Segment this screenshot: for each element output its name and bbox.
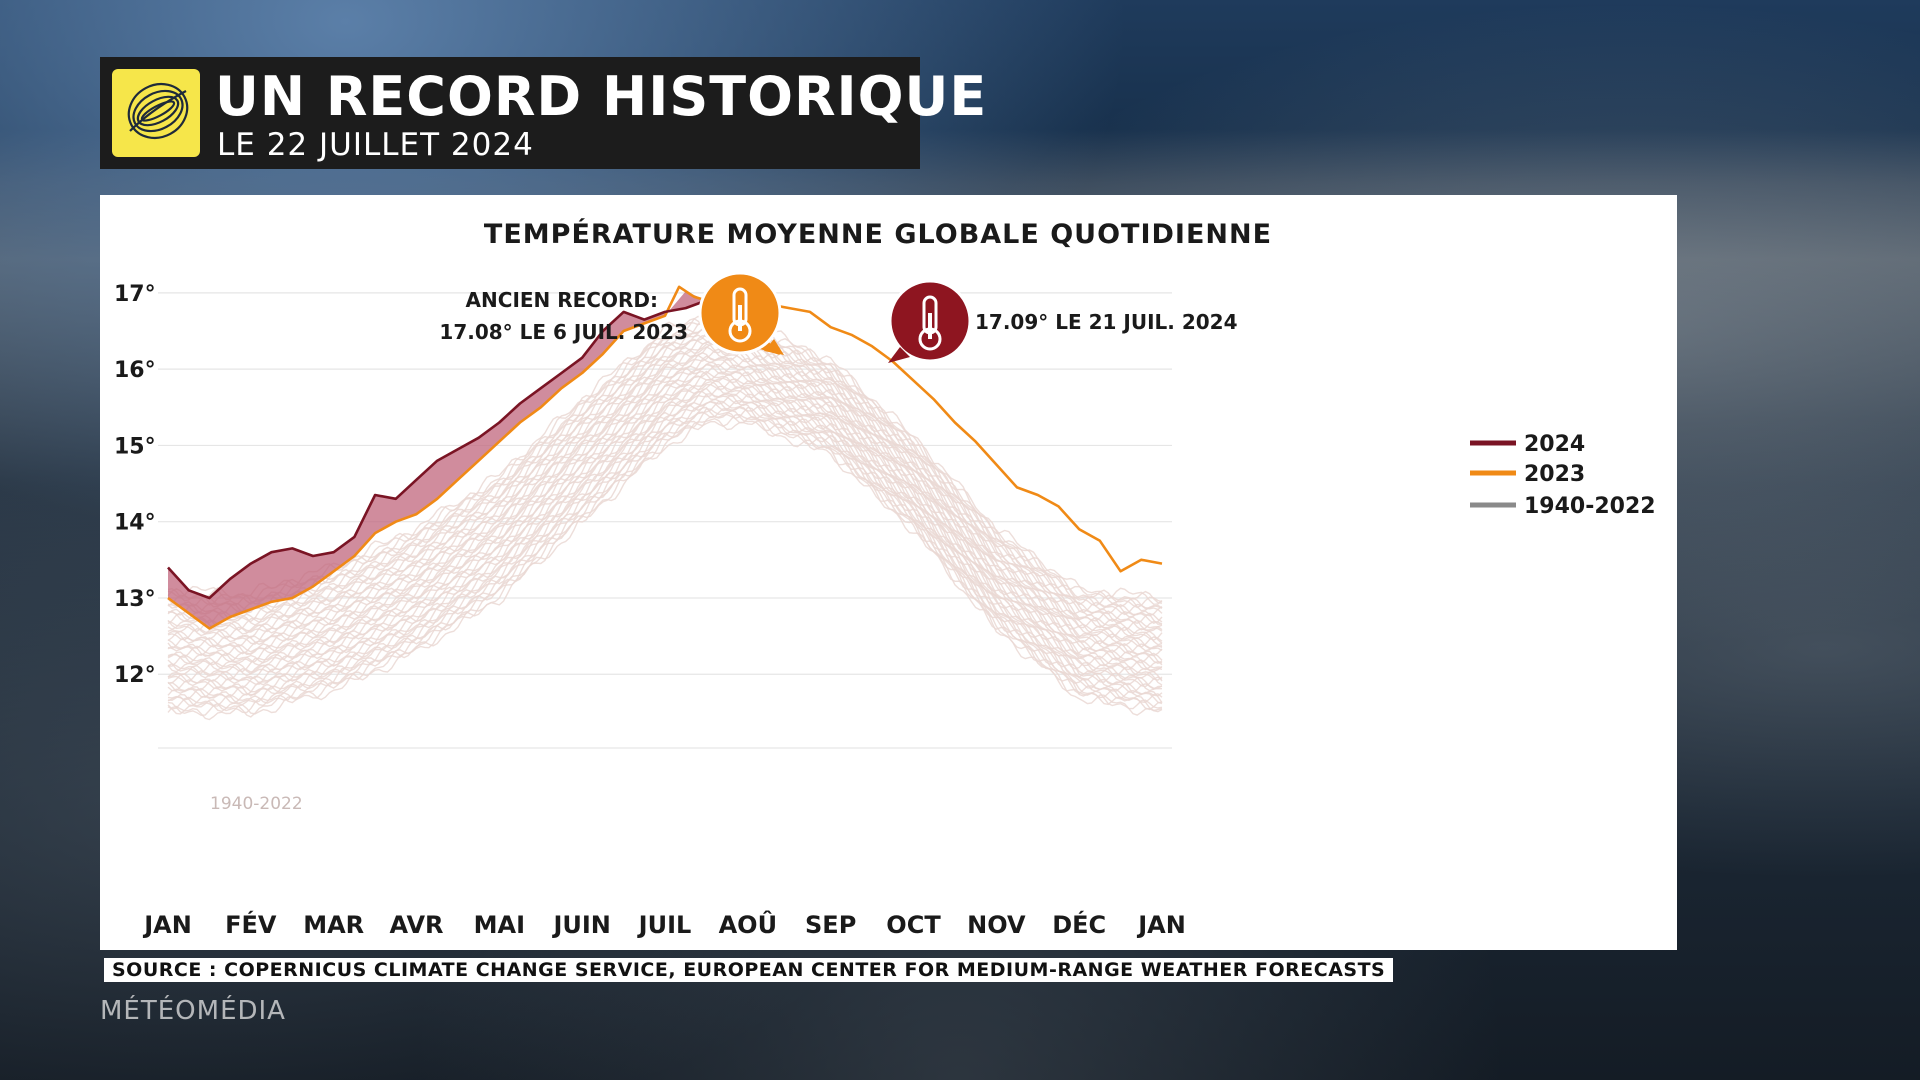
chart-title: TEMPÉRATURE MOYENNE GLOBALE QUOTIDIENNE <box>484 218 1272 250</box>
hist-line <box>167 392 1163 692</box>
x-tick-label: AVR <box>390 911 444 939</box>
series-1940-2022 <box>167 311 1163 721</box>
hist-line <box>167 326 1163 616</box>
hist-line <box>167 351 1163 648</box>
y-tick-label: 15° <box>114 434 156 459</box>
hist-line <box>167 357 1163 655</box>
globe-swirl-icon <box>112 69 200 157</box>
line-2024 <box>167 285 724 600</box>
x-tick-label: DÉC <box>1052 910 1106 939</box>
x-tick-labels: JAN FÉV MAR AVR MAI JUIN JUIL AOÛ SEP OCT NOV DÉC JA… <box>142 909 1186 939</box>
hist-line <box>167 380 1163 681</box>
hist-line <box>167 343 1163 637</box>
y-tick-label: 16° <box>114 358 156 383</box>
thermometer-icon <box>698 271 784 355</box>
y-tick-labels: 12° 13° 14° 15° 16° 17° <box>114 282 156 688</box>
source-caption: SOURCE : COPERNICUS CLIMATE CHANGE SERVI… <box>104 958 1394 982</box>
hist-line <box>167 368 1163 666</box>
title-banner: UN RECORD HISTORIQUE LE 22 JUILLET 2024 <box>100 57 986 169</box>
legend-label-1940-2022: 1940-2022 <box>1524 494 1656 519</box>
y-tick-label: 13° <box>114 587 156 612</box>
hist-line <box>167 386 1163 687</box>
legend-label-2023: 2023 <box>1524 462 1585 487</box>
series-2023 <box>167 285 1163 630</box>
hist-line <box>167 380 1163 679</box>
y-tick-label: 14° <box>114 511 156 536</box>
y-tick-label: 12° <box>114 663 156 688</box>
hist-line <box>167 417 1163 721</box>
hist-line <box>167 393 1163 696</box>
hist-line <box>167 334 1163 626</box>
x-tick-label: FÉV <box>225 910 277 939</box>
x-tick-label: JAN <box>1136 911 1186 939</box>
hist-line <box>167 385 1163 686</box>
thermometer-icon <box>888 279 972 363</box>
x-tick-label: SEP <box>805 911 856 939</box>
legend-label-2024: 2024 <box>1524 432 1585 457</box>
x-tick-label: NOV <box>967 911 1026 939</box>
gridlines <box>158 292 1172 749</box>
hist-line <box>167 333 1162 625</box>
legend: 2024 2023 1940-2022 <box>1470 432 1656 519</box>
x-tick-label: MAI <box>474 911 525 939</box>
hist-range-label: 1940-2022 <box>210 794 303 814</box>
x-tick-label: JAN <box>142 911 192 939</box>
hist-line <box>167 338 1163 632</box>
x-tick-label: JUIN <box>551 911 610 939</box>
line-2023 <box>167 285 1163 630</box>
chart-panel: TEMPÉRATURE MOYENNE GLOBALE QUOTIDIENNE … <box>100 195 1677 950</box>
page-title: UN RECORD HISTORIQUE <box>215 65 988 128</box>
x-tick-label: AOÛ <box>719 909 777 939</box>
page-subtitle: LE 22 JUILLET 2024 <box>217 127 534 163</box>
hist-line <box>167 355 1163 652</box>
brand-logo-text: MÉTÉOMÉDIA <box>100 996 286 1026</box>
x-tick-label: OCT <box>886 911 941 939</box>
old-record-label-1: ANCIEN RECORD: <box>466 288 658 312</box>
hist-line <box>167 324 1163 618</box>
y-tick-label: 17° <box>114 282 156 307</box>
x-tick-label: MAR <box>303 911 364 939</box>
old-record-label-2: 17.08° LE 6 JUIL. 2023 <box>439 320 688 344</box>
chart-canvas: TEMPÉRATURE MOYENNE GLOBALE QUOTIDIENNE … <box>114 218 1656 939</box>
x-tick-label: JUIL <box>637 911 692 939</box>
new-record-label: 17.09° LE 21 JUIL. 2024 <box>975 310 1237 334</box>
